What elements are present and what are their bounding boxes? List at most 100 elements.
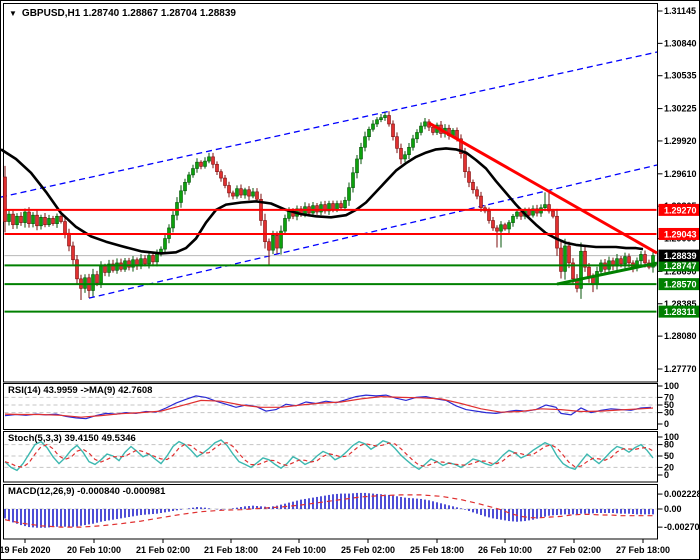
candle-body — [215, 163, 219, 173]
candle-body — [499, 224, 503, 232]
candle-body — [323, 204, 327, 212]
candle-body — [255, 191, 259, 200]
candle-body — [535, 208, 539, 214]
candle-body — [415, 132, 419, 140]
candle-body — [127, 260, 131, 268]
candle-body — [27, 211, 31, 224]
stoch-panel[interactable] — [3, 431, 658, 483]
price-tick-label: 1.30225 — [664, 104, 697, 114]
svg-text:1.28311: 1.28311 — [664, 307, 696, 317]
candle-body — [71, 245, 75, 261]
main-panel[interactable] — [3, 3, 658, 383]
price-tick-label: 1.29920 — [664, 136, 697, 146]
candle-body — [207, 156, 211, 162]
time-label: 19 Feb 2020 — [1, 545, 51, 555]
scale-label: 30 — [664, 408, 674, 418]
price-axis[interactable]: 1.31145 1.30840 1.30535 1.30225 1.29920 1.296… — [657, 6, 697, 374]
candle-body — [531, 208, 535, 216]
scale-label: 0.002228 — [664, 489, 700, 499]
trendline[interactable] — [556, 261, 658, 286]
candle-body — [247, 189, 251, 197]
candle-body — [507, 222, 511, 230]
svg-text:1.29043: 1.29043 — [664, 229, 697, 239]
macd-histogram — [4, 492, 654, 528]
candle-body — [423, 121, 427, 127]
time-label: 24 Feb 10:00 — [272, 545, 326, 555]
candle-body — [471, 182, 475, 191]
price-level-chip: 1.28570 — [658, 278, 699, 291]
candle-body — [99, 265, 103, 284]
candle-body — [195, 161, 199, 169]
candle-body — [3, 176, 7, 222]
svg-text:1.28747: 1.28747 — [664, 261, 697, 271]
candle-body — [511, 215, 515, 223]
candle-body — [391, 123, 395, 137]
candle-body — [31, 214, 35, 224]
candle-body — [579, 250, 583, 289]
price-level-chip: 1.29043 — [658, 227, 699, 240]
candle-body — [355, 158, 359, 174]
candle-body — [467, 171, 471, 183]
candle-body — [495, 227, 499, 232]
candle-body — [15, 215, 19, 226]
macd-panel[interactable] — [3, 484, 658, 540]
candle-body — [599, 262, 603, 272]
candle-series — [3, 111, 655, 301]
candle-body — [11, 213, 15, 226]
candle-body — [231, 192, 235, 197]
candle-body — [551, 210, 555, 217]
candle-body — [583, 250, 587, 268]
candle-body — [211, 156, 215, 165]
scale-label: 0 — [664, 470, 669, 480]
stoch-signal-line — [4, 442, 654, 468]
candle-body — [643, 254, 647, 264]
price-tick-label: 1.28080 — [664, 331, 697, 341]
price-level-chip: 1.28747 — [658, 259, 699, 272]
candle-body — [363, 136, 367, 148]
symbol-dropdown-icon[interactable]: ▼ — [9, 8, 17, 18]
candle-body — [111, 263, 115, 271]
candle-body — [251, 191, 255, 197]
channel-trendline[interactable] — [1, 51, 658, 198]
time-label: 20 Feb 10:00 — [67, 545, 121, 555]
candle-body — [179, 190, 183, 203]
candle-body — [571, 262, 575, 280]
candle-body — [367, 128, 371, 137]
candle-body — [227, 185, 231, 194]
time-axis[interactable]: 19 Feb 2020 20 Feb 10:00 21 Feb 02:00 21 Fe… — [1, 539, 670, 555]
scale-label: 50 — [664, 451, 674, 461]
candle-body — [375, 119, 379, 125]
candle-body — [243, 189, 247, 196]
candle-body — [59, 215, 63, 222]
scale-label: 80 — [664, 440, 674, 450]
candle-body — [275, 235, 279, 249]
svg-text:1.28570: 1.28570 — [664, 280, 697, 290]
candle-body — [419, 125, 423, 133]
candle-body — [387, 115, 391, 125]
candle-body — [235, 188, 239, 197]
candle-body — [239, 188, 243, 196]
candle-body — [383, 115, 387, 118]
candle-body — [459, 138, 463, 154]
rsi-panel[interactable] — [3, 383, 658, 430]
candle-body — [267, 241, 271, 251]
candle-body — [187, 174, 191, 183]
channel-trendline[interactable] — [88, 164, 658, 299]
candle-body — [103, 265, 107, 273]
price-tick-label: 1.28690 — [664, 266, 697, 276]
trendline[interactable] — [428, 121, 658, 255]
candle-body — [319, 204, 323, 213]
candle-body — [567, 245, 571, 264]
candle-body — [51, 218, 55, 224]
candle-body — [175, 202, 179, 216]
candle-body — [479, 195, 483, 209]
candle-body — [491, 220, 495, 229]
scale-label: 0.00 — [664, 504, 682, 514]
scale-label: 100 — [664, 432, 679, 442]
candle-body — [115, 262, 119, 271]
price-level-chip: 1.29270 — [658, 203, 699, 216]
candle-body — [559, 247, 563, 272]
candle-body — [43, 217, 47, 226]
